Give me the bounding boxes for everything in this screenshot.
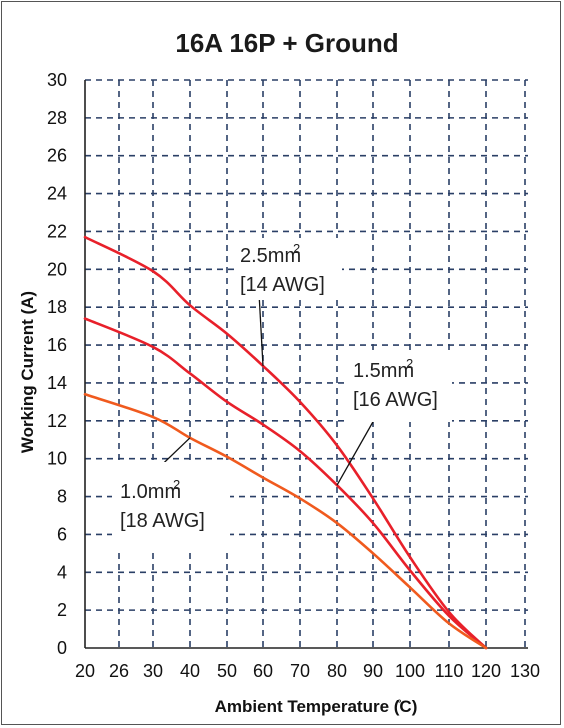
y-tick-label: 18 [47,297,67,317]
series-lines [83,235,488,650]
annotation-size-label: 2.5mm [240,245,301,267]
y-tick-label: 20 [47,259,67,279]
annotation-leaders [145,292,379,486]
y-tick-label: 14 [47,373,67,393]
x-tick-label: 120 [471,661,501,681]
series-line-1 [83,235,488,650]
x-tick-label: 30 [143,661,163,681]
y-tick-label: 0 [57,638,67,658]
series-line-2 [83,317,488,650]
x-tick-label: 20 [75,661,95,681]
annotation-leader [336,412,379,486]
annotation-superscript: 2 [406,356,413,371]
y-tick-label: 22 [47,221,67,241]
x-tick-label: 70 [290,661,310,681]
y-tick-label: 28 [47,108,67,128]
x-tick-label: 130 [510,661,540,681]
x-axis-title: Ambient Temperature (̊C) [215,697,418,716]
y-axis-title: Working Current (A) [18,291,37,453]
y-tick-label: 10 [47,449,67,469]
annotation-box [346,350,452,422]
y-tick-label: 24 [47,184,67,204]
y-tick-label: 30 [47,70,67,90]
y-tick-label: 26 [47,146,67,166]
annotation-size-label: 1.0mm [120,481,181,503]
x-tick-label: 80 [327,661,347,681]
chart-title: 16A 16P + Ground [175,28,398,58]
annotation-awg-label: [14 AWG] [240,274,325,296]
y-tick-label: 2 [57,600,67,620]
annotation-size-label: 1.5mm [353,360,414,382]
annotation-leader [258,292,264,366]
x-tick-label: 50 [217,661,237,681]
x-tick-label: 110 [435,661,464,681]
x-tick-label: 26 [109,661,129,681]
annotation-awg-label: [18 AWG] [120,510,205,532]
grid [85,79,528,648]
y-tick-label: 16 [47,335,67,355]
annotation-box [112,462,230,552]
y-tick-label: 6 [57,524,67,544]
y-tick-label: 8 [57,487,67,507]
y-tick-label: 4 [57,562,67,582]
series-line-3 [83,392,488,650]
y-tick-label: 12 [47,411,67,431]
annotation-superscript: 2 [173,477,180,492]
annotation-box [236,238,342,300]
x-tick-label: 40 [180,661,200,681]
annotation-awg-label: [16 AWG] [353,389,438,411]
x-tick-label: 60 [253,661,273,681]
annotation-superscript: 2 [293,241,300,256]
x-tick-label: 100 [395,661,425,681]
x-tick-label: 90 [363,661,383,681]
